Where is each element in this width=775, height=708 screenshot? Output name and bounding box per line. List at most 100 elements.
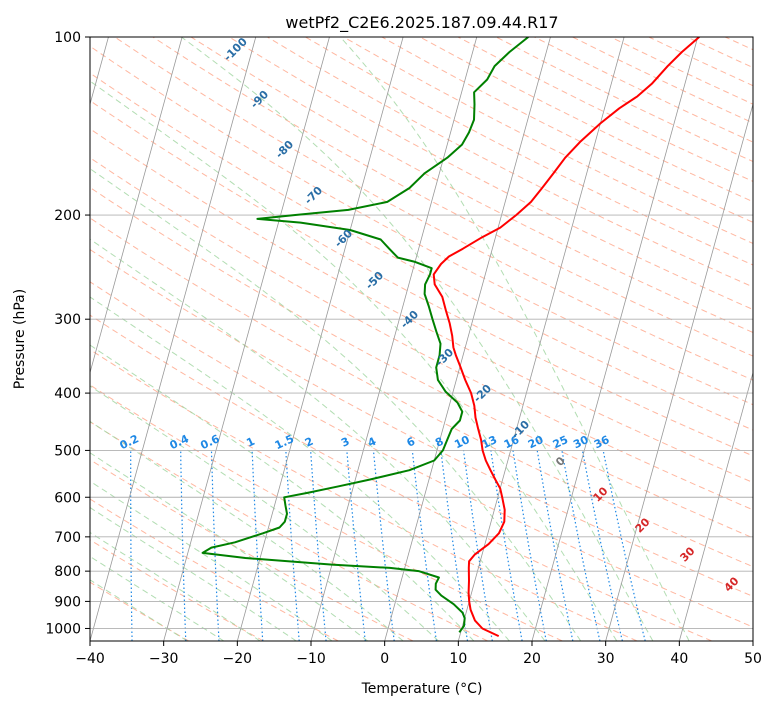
dry-adiabat xyxy=(90,100,753,457)
dewpoint-line xyxy=(201,37,529,633)
dry-adiabat xyxy=(90,314,712,641)
mixing-ratio-label: 2 xyxy=(303,435,315,450)
dry-adiabat xyxy=(90,248,753,597)
dry-adiabat-label: 30 xyxy=(678,544,698,564)
dry-adiabat xyxy=(686,37,753,69)
dry-adiabat xyxy=(90,581,190,641)
y-tick-label: 100 xyxy=(54,30,81,46)
mixing-ratio-line xyxy=(411,450,437,641)
y-axis-ticks: 100 200 300 400 500 600 700 800 900 1000 xyxy=(45,30,90,637)
plot-frame xyxy=(89,36,754,642)
moist-adiabat xyxy=(90,385,439,641)
x-tick-label: −40 xyxy=(75,651,105,667)
isotherm xyxy=(531,37,699,641)
x-tick-label: 20 xyxy=(523,651,541,667)
profile-lines xyxy=(201,37,700,638)
y-axis-label: Pressure (hPa) xyxy=(12,289,28,389)
isotherm xyxy=(236,37,404,641)
y-tick-label: 500 xyxy=(54,443,81,459)
mixing-ratio-label: 25 xyxy=(551,433,570,451)
x-tick-label: −30 xyxy=(149,651,179,667)
x-tick-label: 0 xyxy=(380,651,389,667)
chart-title: wetPf2_C2E6.2025.187.09.44.R17 xyxy=(285,13,558,33)
mixing-ratio-line xyxy=(602,450,646,641)
dry-adiabat-label: 0 xyxy=(553,454,568,469)
background-lines xyxy=(90,37,753,641)
y-tick-label: 700 xyxy=(54,530,81,546)
dry-adiabat xyxy=(90,281,753,628)
moist-adiabat-label: -50 xyxy=(363,269,386,292)
mixing-ratio-line xyxy=(581,450,623,641)
moist-adiabat xyxy=(90,531,261,641)
x-tick-label: 10 xyxy=(449,651,467,667)
moist-adiabat xyxy=(90,238,546,641)
dry-adiabat xyxy=(343,37,753,244)
x-tick-label: 50 xyxy=(744,651,762,667)
dry-adiabat xyxy=(90,217,753,568)
dry-adiabat xyxy=(495,37,753,163)
moist-adiabat-label: -20 xyxy=(471,382,494,405)
dry-adiabat xyxy=(90,72,753,431)
y-tick-label: 600 xyxy=(54,490,81,506)
moist-adiabat-label: -70 xyxy=(302,184,325,207)
moist-adiabat-label: -90 xyxy=(248,88,271,111)
mixing-ratio-label: 1.5 xyxy=(273,432,296,452)
moist-adiabat xyxy=(90,506,297,641)
mixing-ratio-label: 16 xyxy=(502,433,522,451)
x-tick-label: −20 xyxy=(223,651,253,667)
y-tick-label: 400 xyxy=(54,386,81,402)
dry-adiabat xyxy=(90,157,753,511)
isotherm xyxy=(605,102,753,641)
mixing-ratio-line xyxy=(561,450,601,641)
dry-adiabat xyxy=(457,37,753,182)
isotherm xyxy=(457,37,625,641)
x-axis-ticks: −40 −30 −20 −10 0 10 20 30 40 50 xyxy=(75,641,762,667)
x-tick-label: 40 xyxy=(670,651,688,667)
y-tick-label: 800 xyxy=(54,564,81,580)
isotherm xyxy=(163,37,330,641)
dry-adiabat xyxy=(381,37,753,223)
temperature-line xyxy=(432,37,700,638)
mixing-ratio-label: 3 xyxy=(339,435,351,450)
moist-adiabat xyxy=(90,296,510,641)
mixing-ratio-label: 4 xyxy=(366,435,379,450)
isotherm xyxy=(90,37,257,641)
mixing-ratio-label: 30 xyxy=(571,433,591,451)
dry-adiabat xyxy=(267,37,753,288)
dry-adiabat xyxy=(648,37,753,87)
moist-adiabat xyxy=(181,37,654,641)
dry-adiabat xyxy=(190,37,753,334)
dry-adiabat xyxy=(534,37,753,143)
mixing-ratio-label: 20 xyxy=(526,433,546,451)
moist-adiabat xyxy=(90,80,618,641)
moist-adiabat xyxy=(90,452,369,641)
mixing-ratio-label: 13 xyxy=(480,433,499,451)
dry-adiabat xyxy=(90,421,488,641)
dry-adiabat xyxy=(90,348,638,641)
isotherm xyxy=(752,639,753,641)
moist-adiabat-label: -100 xyxy=(221,35,250,64)
mixing-ratio-label: 6 xyxy=(405,435,418,450)
isotherm xyxy=(310,37,478,641)
mixing-ratio-label: 0.6 xyxy=(198,432,221,452)
x-tick-label: 30 xyxy=(597,651,615,667)
line-labels: 0.2 0.4 0.6 1 1.5 2 3 4 6 8 10 13 16 20 25 30 3601020304… xyxy=(118,35,742,595)
mixing-ratio-line xyxy=(372,450,395,641)
isotherm xyxy=(678,371,753,641)
mixing-ratio-label: 1 xyxy=(244,435,256,450)
mixing-ratio-label: 36 xyxy=(592,433,612,451)
x-tick-label: −10 xyxy=(296,651,326,667)
mixing-ratio-line xyxy=(463,450,493,641)
moist-adiabat xyxy=(90,420,404,641)
moist-adiabat xyxy=(339,37,690,641)
dry-adiabat xyxy=(90,128,753,484)
x-axis-label: Temperature (°C) xyxy=(361,681,483,697)
mixing-ratio-label: 10 xyxy=(452,433,472,451)
moist-adiabat xyxy=(90,480,333,641)
mixing-ratio-line xyxy=(130,450,133,641)
dry-adiabat xyxy=(90,384,563,641)
moist-adiabat-label: -80 xyxy=(273,138,296,161)
mixing-ratio-line xyxy=(346,450,366,641)
y-tick-label: 1000 xyxy=(45,621,81,637)
